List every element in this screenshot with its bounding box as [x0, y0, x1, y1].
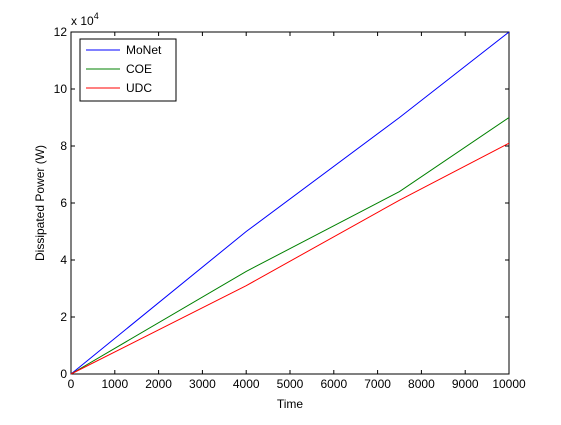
x-tick-label: 9000 — [452, 377, 479, 391]
y-axis-ticks: 0 2 4 6 8 10 12 — [54, 25, 509, 381]
x-axis-label: Time — [277, 397, 304, 411]
series-line-coe — [70, 117, 510, 375]
series-line-udc — [70, 142, 510, 375]
y-tick-label: 4 — [60, 253, 67, 267]
x-tick-label: 5000 — [277, 377, 304, 391]
y-tick-label: 0 — [60, 367, 67, 381]
x-tick-label: 7000 — [364, 377, 391, 391]
x-tick-label: 8000 — [408, 377, 435, 391]
legend: MoNet COE UDC — [79, 38, 177, 102]
x-tick-label: 3000 — [189, 377, 216, 391]
x-tick-label: 10000 — [492, 377, 526, 391]
y-axis-label: Dissipated Power (W) — [33, 145, 47, 261]
legend-box — [79, 38, 177, 102]
legend-label: COE — [126, 62, 152, 76]
y-tick-label: 10 — [54, 82, 68, 96]
legend-label: MoNet — [126, 43, 162, 57]
legend-label: UDC — [126, 81, 152, 95]
x-axis-ticks: 0 1000 2000 3000 4000 5000 6000 7000 8000 9000 100… — [68, 32, 526, 391]
y-tick-label: 6 — [60, 196, 67, 210]
y-multiplier-exponent: 4 — [94, 11, 99, 21]
series-line-monet — [70, 31, 510, 375]
x-tick-label: 2000 — [145, 377, 172, 391]
y-tick-label: 2 — [60, 310, 67, 324]
series-layer — [70, 31, 510, 375]
y-tick-label: 12 — [54, 25, 68, 39]
x-tick-label: 1000 — [101, 377, 128, 391]
x-tick-label: 6000 — [320, 377, 347, 391]
y-multiplier-label: x 104 — [71, 11, 99, 28]
x-tick-label: 0 — [68, 377, 75, 391]
y-tick-label: 8 — [60, 139, 67, 153]
x-tick-label: 4000 — [233, 377, 260, 391]
